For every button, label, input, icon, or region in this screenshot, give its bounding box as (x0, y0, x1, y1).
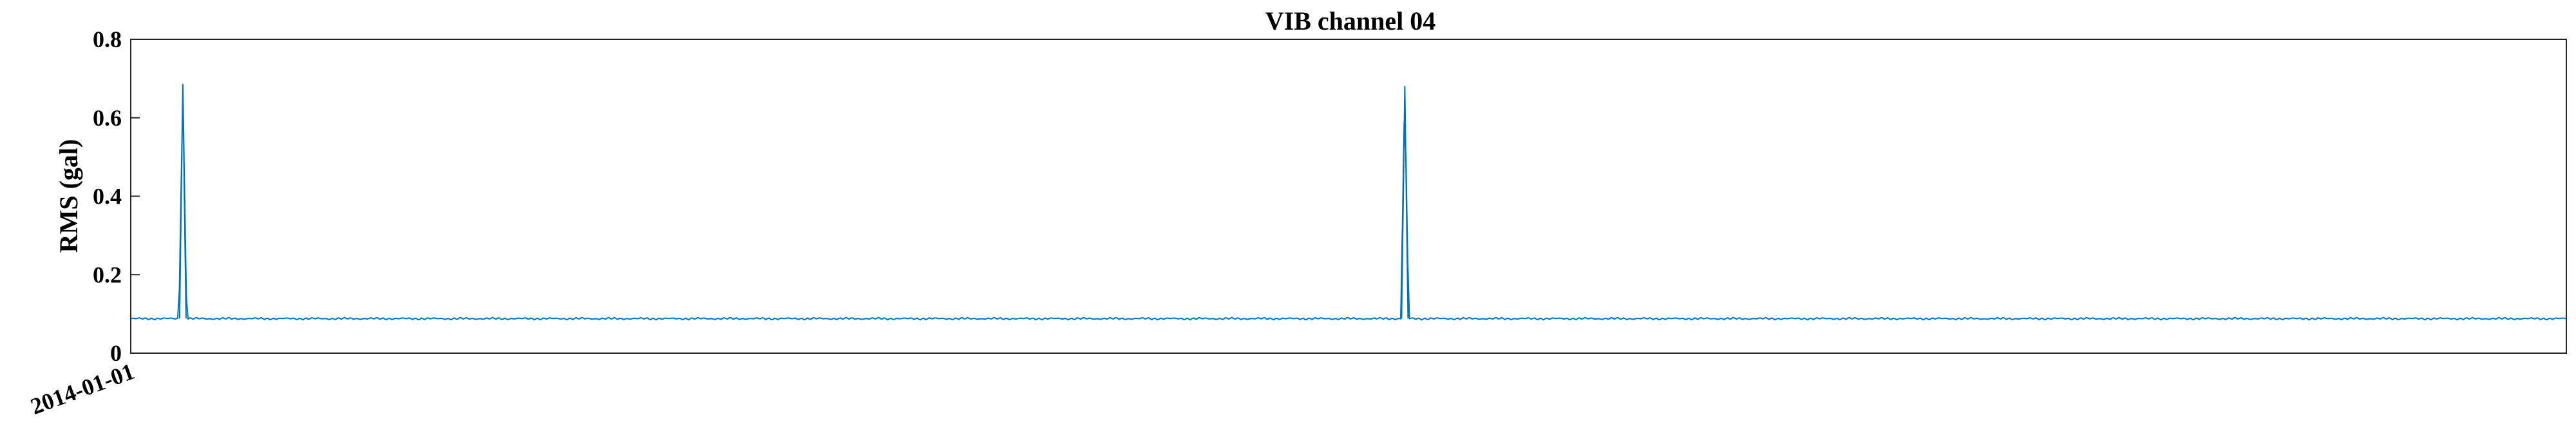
y-tick-label: 0.2 (93, 262, 122, 287)
chart-title: VIB channel 04 (1265, 6, 1436, 35)
y-axis: 0 0.2 0.4 0.6 0.8 (93, 26, 140, 366)
series-line (130, 84, 2567, 321)
y-tick-label: 0.8 (93, 26, 122, 52)
plot-area (130, 39, 2567, 354)
y-tick-label: 0.6 (93, 105, 122, 131)
y-tick-label: 0.4 (93, 184, 122, 209)
y-tick-label: 0 (110, 340, 122, 366)
y-axis-label: RMS (gal) (54, 139, 83, 253)
